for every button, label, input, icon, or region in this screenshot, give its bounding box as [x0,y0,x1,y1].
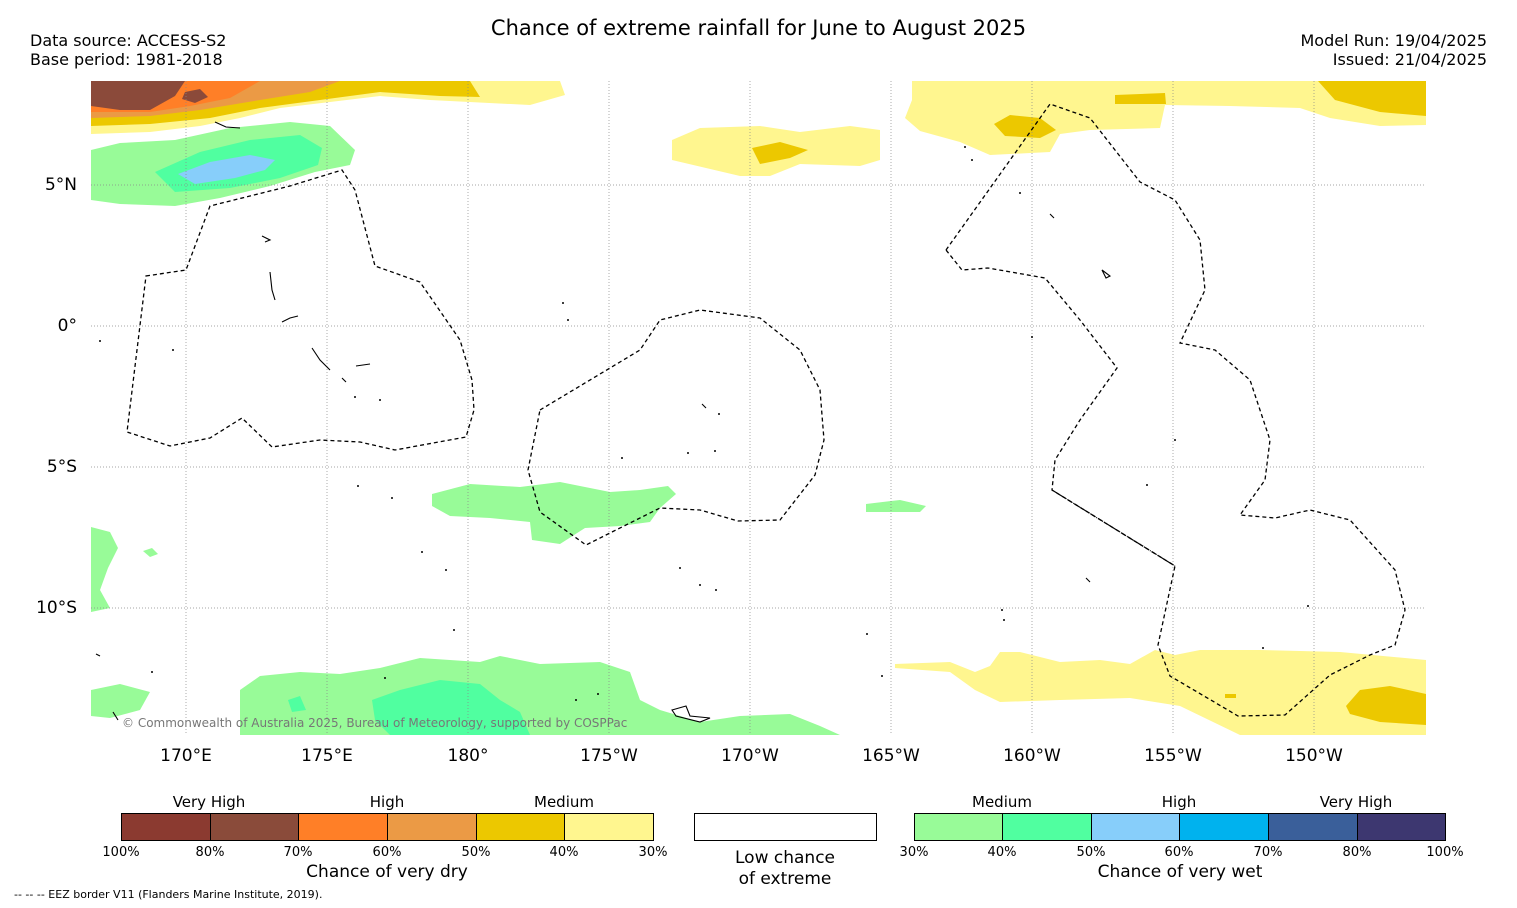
dry-area-northeast-yellow-3 [1318,81,1426,116]
lon-label-160w: 160°W [1003,746,1061,766]
dry-category-high: High [369,793,405,811]
dry-swatch-2 [210,813,299,841]
lon-label-175e: 175°E [301,746,353,766]
lat-label-10s: 10°S [36,598,77,618]
dry-tick-100: 100% [102,845,140,860]
lon-label-170w: 170°W [721,746,779,766]
low-chance-title-line1: Low chance [735,848,835,868]
island-dots [99,146,1309,701]
wet-area-blue-north [178,155,275,184]
dry-category-medium: Medium [534,793,594,811]
dry-tick-70: 70% [283,845,313,860]
wet-tick-30: 30% [899,845,929,860]
wet-tick-80: 80% [1342,845,1372,860]
wet-tick-50: 50% [1076,845,1106,860]
dry-area-brown-small [182,89,208,103]
dry-swatch-3 [298,813,388,841]
dry-colorbar-title: Chance of very dry [306,862,468,882]
lon-label-175w: 175°W [580,746,638,766]
wet-category-high: High [1161,793,1197,811]
dry-area-brown [91,81,185,110]
wet-area-east-small [866,500,926,512]
map-title: Chance of extreme rainfall for June to A… [490,16,1027,40]
lat-label-5s: 5°S [46,457,77,477]
dry-swatch-5 [476,813,565,841]
lon-label-155w: 155°W [1144,746,1202,766]
dry-area-southeast [895,650,1426,735]
wet-tick-60: 60% [1164,845,1194,860]
wet-category-very-high: Very High [1319,793,1393,811]
eez-border-east [945,103,1406,717]
wet-tick-100: 100% [1426,845,1464,860]
copyright-notice: © Commonwealth of Australia 2025, Bureau… [122,716,628,730]
wet-tick-40: 40% [987,845,1017,860]
dry-swatch-6 [564,813,654,841]
dry-tick-80: 80% [195,845,225,860]
dry-swatch-4 [387,813,477,841]
wet-swatch-4 [1179,813,1269,841]
wet-area-west-dot [143,548,158,557]
wet-tick-70: 70% [1253,845,1283,860]
base-period-label: Base period: 1981-2018 [30,50,223,69]
graticule [91,81,1426,735]
dry-tick-60: 60% [372,845,402,860]
lon-label-170e: 170°E [160,746,212,766]
dry-area-central-north-yellow [752,142,808,164]
dry-tick-50: 50% [461,845,491,860]
wet-swatch-6 [1357,813,1446,841]
wet-area-west-edge [91,527,118,612]
dry-area-southeast-yellow [1346,686,1426,725]
wet-swatch-3 [1091,813,1180,841]
lat-label-0: 0° [57,316,77,336]
eez-border-central [527,309,825,546]
dry-tick-40: 40% [549,845,579,860]
wet-swatch-1 [914,813,1003,841]
eez-border-solid-segment [1051,489,1176,567]
islands [95,121,1112,723]
wet-area-south-teal [372,680,530,735]
dry-tick-30: 30% [638,845,668,860]
lon-label-165w: 165°W [862,746,920,766]
wet-category-medium: Medium [972,793,1032,811]
eez-borders [126,103,1406,717]
wet-area-southwest [91,684,150,718]
low-chance-swatch [694,813,877,841]
eez-border-note: -- -- -- EEZ border V11 (Flanders Marine… [14,888,323,901]
wet-area-central-south [432,482,676,544]
dry-swatch-1 [121,813,211,841]
lon-label-150w: 150°W [1285,746,1343,766]
lat-label-5n: 5°N [44,175,77,195]
wet-area-south-teal-small [288,696,306,712]
dry-category-very-high: Very High [172,793,246,811]
wet-colorbar-title: Chance of very wet [1097,862,1263,882]
model-run-label: Model Run: 19/04/2025 [1300,31,1488,50]
data-source-label: Data source: ACCESS-S2 [30,31,227,50]
dry-area-northeast-yellow-2 [1115,93,1166,104]
rainfall-probability-areas [91,81,1426,735]
eez-border-west [126,169,475,451]
lon-label-180: 180° [447,746,489,766]
issued-date-label: Issued: 21/04/2025 [1332,50,1487,69]
wet-swatch-5 [1268,813,1358,841]
dry-area-southeast-dot [1225,694,1236,698]
dry-area-northeast-yellow-1 [994,115,1056,138]
low-chance-title-line2: of extreme [738,869,832,889]
wet-swatch-2 [1002,813,1092,841]
